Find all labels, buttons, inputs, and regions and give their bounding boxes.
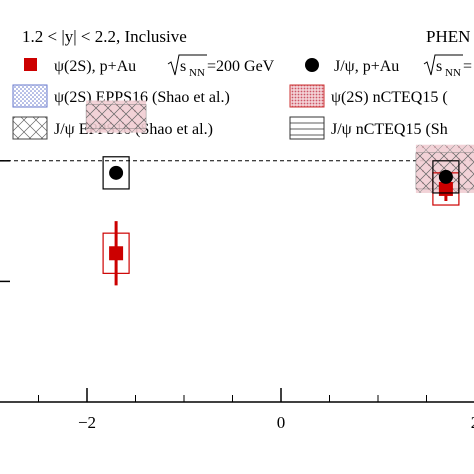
legend-swatch-dense <box>289 84 325 108</box>
x-tick-label: 2 <box>471 413 474 432</box>
x-tick-label: 0 <box>277 413 286 432</box>
jpsi-marker <box>109 165 124 180</box>
psi2s-marker <box>438 181 453 196</box>
legend-swatch-cross <box>12 116 48 140</box>
legend-equals-2: = <box>463 58 472 75</box>
data-points <box>102 156 460 286</box>
legend-sqrt-s: s <box>180 58 186 75</box>
experiment-label: PHEN <box>426 27 470 46</box>
legend-label-jpsi-ncteq15: J/ψ nCTEQ15 (Sh <box>331 121 448 138</box>
legend-sub-nn: NN <box>189 67 205 79</box>
svg-text:ψ(2S), p+Au: ψ(2S), p+Au <box>54 58 136 75</box>
jpsi-marker <box>438 169 453 184</box>
x-axis-ticks: −2 0 2 <box>38 388 474 432</box>
theory-bands <box>85 100 474 193</box>
jpsi-syst-box <box>102 156 130 190</box>
legend-energy: =200 GeV <box>207 58 275 75</box>
rapidity-annotation: 1.2 < |y| < 2.2, Inclusive <box>22 27 187 46</box>
legend-sub-nn-2: NN <box>445 67 461 79</box>
legend-sqrt-s-2: s <box>436 58 442 75</box>
legend-entry-psi2s-data: ψ(2S), p+Au s NN =200 GeV <box>24 54 275 79</box>
psi2s-marker <box>109 246 124 261</box>
sqrt-sign <box>167 54 207 76</box>
sqrt-sign-2 <box>423 54 463 76</box>
legend-entry-jpsi-ncteq15: J/ψ nCTEQ15 (Sh <box>289 116 448 140</box>
legend-swatch-horizontal <box>289 116 325 140</box>
y-axis-ticks <box>0 160 10 283</box>
jpsi-syst-box <box>432 160 460 194</box>
legend-label-jpsi-data: J/ψ, p+Au <box>334 58 399 75</box>
legend-marker-black-circle <box>305 58 319 72</box>
legend-entry-jpsi-data: J/ψ, p+Au s NN = <box>305 54 472 79</box>
band-jpsi_epps16 <box>85 104 147 129</box>
legend-label-psi2s-data: ψ(2S), p+Au <box>54 58 136 75</box>
x-tick-label: −2 <box>78 413 96 432</box>
legend-marker-red-square <box>24 58 37 71</box>
legend-swatch-dots <box>12 84 48 108</box>
legend-entry-psi2s-ncteq15: ψ(2S) nCTEQ15 ( <box>289 84 448 108</box>
legend-label-psi2s-ncteq15: ψ(2S) nCTEQ15 ( <box>331 89 448 106</box>
